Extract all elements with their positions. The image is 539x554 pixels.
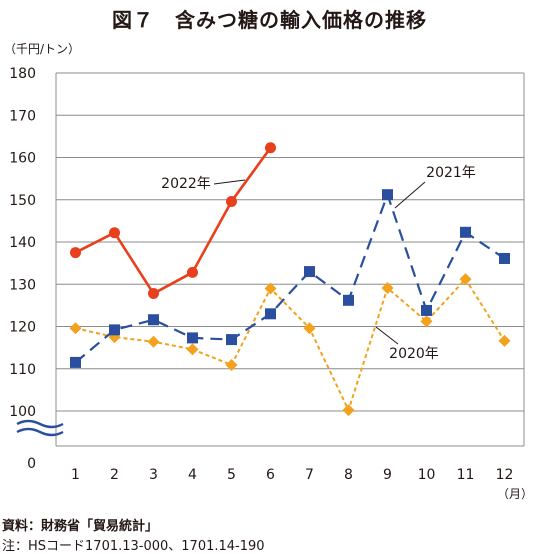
y-tick-label: 180 xyxy=(9,66,36,82)
y-tick-label: 150 xyxy=(9,193,36,209)
y-tick-label: 100 xyxy=(9,404,36,420)
data-point xyxy=(225,358,238,371)
y-axis-unit-label: （千円/トン） xyxy=(4,42,81,56)
x-tick-label: 8 xyxy=(344,467,353,483)
series-labels: 2022年 2021年 2020年 xyxy=(161,165,476,362)
leader-line xyxy=(375,326,399,345)
x-tick-label: 5 xyxy=(227,467,236,483)
axis-break-icon xyxy=(16,419,64,437)
x-tick-label: 2 xyxy=(110,467,119,483)
data-point xyxy=(70,356,81,368)
data-point xyxy=(187,266,198,278)
data-point xyxy=(460,226,471,238)
data-point xyxy=(343,294,354,306)
x-tick-label: 6 xyxy=(266,467,275,483)
leader-line xyxy=(394,181,426,209)
data-point xyxy=(226,195,237,207)
y-tick-label: 140 xyxy=(9,235,36,251)
series-label: 2020年 xyxy=(389,346,439,362)
x-tick-label: 1 xyxy=(71,467,80,483)
data-point xyxy=(148,288,159,300)
data-point xyxy=(420,315,433,328)
footnote: 注：HSコード1701.13-000、1701.14-190 xyxy=(2,539,265,554)
chart-title: 図７ 含みつ糖の輸入価格の推移 xyxy=(112,8,427,32)
axis-break-wave xyxy=(16,419,64,429)
data-point xyxy=(69,322,82,335)
data-point xyxy=(265,308,276,320)
x-tick-label: 3 xyxy=(149,467,158,483)
series-label: 2021年 xyxy=(426,165,476,181)
data-point xyxy=(186,343,199,356)
data-point xyxy=(226,334,237,346)
data-point xyxy=(109,324,120,336)
y-tick-label: 0 xyxy=(27,456,36,472)
x-tick-label: 11 xyxy=(457,467,475,483)
leader-line xyxy=(213,179,246,185)
x-axis-unit-label: （月） xyxy=(497,487,533,501)
x-tick-label: 12 xyxy=(496,467,514,483)
series-line xyxy=(75,278,506,412)
data-point xyxy=(459,273,472,286)
series-label: 2022年 xyxy=(161,176,211,192)
y-tick-label: 120 xyxy=(9,320,36,336)
series-line xyxy=(74,193,506,364)
data-point xyxy=(382,189,393,201)
data-point xyxy=(148,314,159,326)
y-tick-label: 170 xyxy=(9,108,36,124)
x-tick-label: 7 xyxy=(305,467,314,483)
data-point xyxy=(147,335,160,348)
source-note: 資料：財務省「貿易統計」 xyxy=(2,519,159,534)
data-point xyxy=(342,404,355,417)
gridlines xyxy=(55,72,525,447)
data-point xyxy=(421,304,432,316)
y-tick-label: 130 xyxy=(9,277,36,293)
y-tick-label: 160 xyxy=(9,151,36,167)
data-point xyxy=(381,282,394,295)
data-point xyxy=(499,252,510,264)
y-tick-label: 110 xyxy=(9,362,36,378)
data-point xyxy=(109,227,120,239)
data-point xyxy=(265,142,276,154)
data-point xyxy=(70,247,81,259)
data-point xyxy=(303,322,316,335)
series-line xyxy=(74,147,272,295)
axis-break-wave xyxy=(16,427,64,437)
series-lines xyxy=(69,142,511,417)
x-tick-label: 10 xyxy=(418,467,436,483)
data-point xyxy=(264,282,277,295)
x-tick-label: 4 xyxy=(188,467,197,483)
x-tick-label: 9 xyxy=(383,467,392,483)
data-point xyxy=(187,332,198,344)
data-point xyxy=(304,266,315,278)
data-point xyxy=(498,334,511,347)
